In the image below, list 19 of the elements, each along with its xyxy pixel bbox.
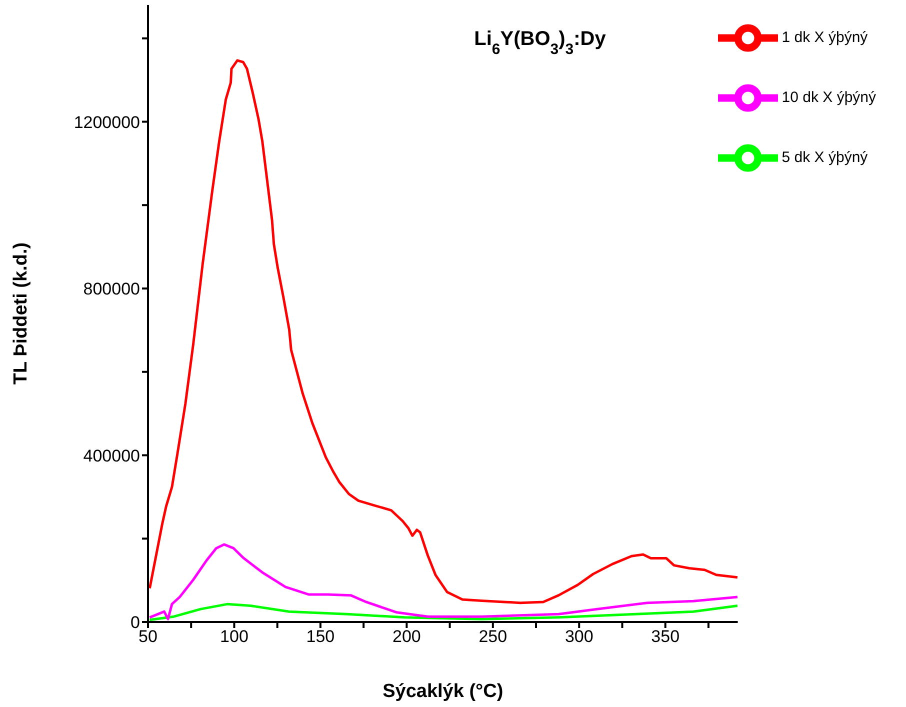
x-tick-label: 250: [478, 627, 508, 646]
y-tick-label: 1200000: [74, 112, 140, 132]
x-tick-label: 350: [651, 627, 680, 646]
text: Li$_{6}$Y(BO$_{3}$)$_{3}$:Dy: [474, 28, 607, 58]
legend-label: 5 dk X ýþýný: [782, 148, 868, 166]
x-tick-label: 150: [306, 627, 335, 646]
y-axis-title: TL Þiddeti (k.d.): [10, 242, 32, 385]
legend-label: 1 dk X ýþýný: [782, 28, 868, 46]
x-tick-label: 50: [138, 627, 158, 646]
y-tick-label: 400000: [83, 446, 140, 466]
y-tick-label: 800000: [83, 280, 140, 299]
line-series: [148, 543, 738, 620]
line-series: [148, 59, 738, 604]
x-axis-title: Sýcaklýk (°C): [382, 681, 504, 702]
x-tick-label: 100: [220, 627, 248, 646]
x-tick-label: 300: [564, 627, 594, 646]
x-tick-label: 200: [392, 627, 421, 646]
legend-label: 10 dk X ýþýný: [782, 88, 876, 106]
y-tick-label: 0: [130, 613, 140, 632]
